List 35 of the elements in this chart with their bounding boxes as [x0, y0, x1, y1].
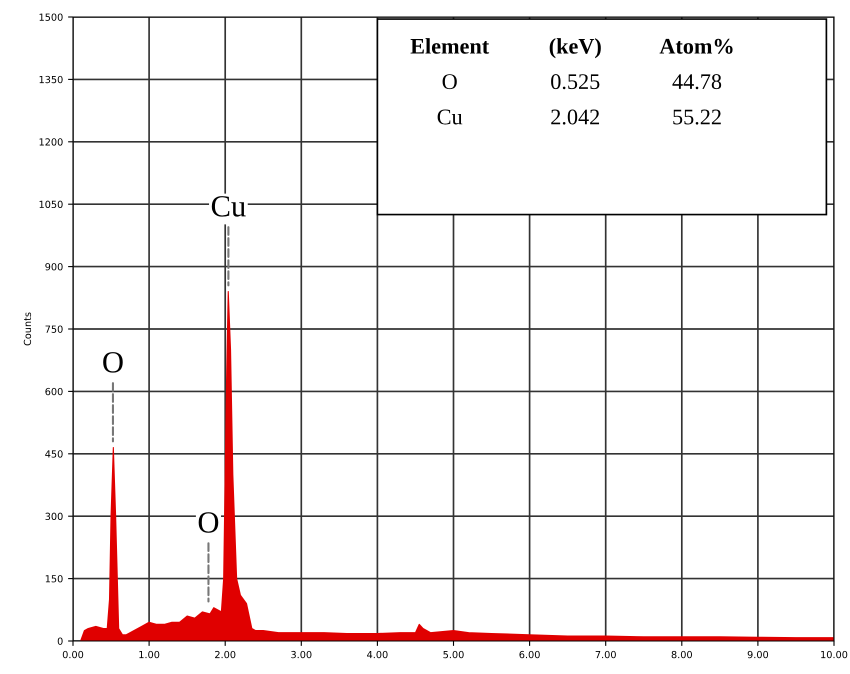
x-tick-label: 0.00	[62, 650, 84, 658]
x-tick-label: 6.00	[519, 650, 540, 658]
annotation: 2.042	[551, 109, 600, 125]
y-tick-label: 900	[45, 263, 63, 270]
annotation: O	[198, 512, 218, 533]
x-tick-label: 8.00	[672, 650, 692, 658]
y-tick-label: 300	[45, 512, 63, 520]
y-tick-label: 1500	[40, 13, 63, 21]
y-tick-label: 1050	[40, 200, 63, 208]
y-tick-label: 1200	[40, 138, 63, 146]
annotation: Cu	[212, 196, 246, 217]
x-tick-label: 5.00	[443, 650, 464, 658]
y-tick-label: 150	[46, 575, 63, 582]
x-tick-label: 1.00	[139, 650, 160, 658]
y-tick-label: 450	[45, 450, 63, 458]
annotation: O	[103, 352, 123, 373]
y-tick-label: 750	[46, 325, 63, 333]
x-tick-label: 9.00	[748, 650, 768, 658]
annotation: Cu	[438, 110, 462, 124]
x-tick-label: 7.00	[596, 650, 616, 658]
annotation: Element	[410, 38, 490, 54]
annotation: Atom%	[660, 38, 733, 54]
y-axis-title: Counts	[24, 312, 32, 346]
y-tick-label: 0	[58, 637, 63, 645]
y-tick-label: 1350	[40, 76, 63, 84]
x-tick-label: 2.00	[215, 650, 236, 658]
annotation: O	[442, 74, 457, 90]
annotation: (keV)	[550, 38, 601, 58]
y-tick-label: 600	[45, 388, 63, 396]
annotation: 55.22	[673, 110, 721, 125]
annotation: 0.525	[551, 74, 600, 90]
x-tick-label: 3.00	[291, 650, 312, 658]
x-tick-label: 10.00	[821, 650, 848, 658]
x-tick-label: 4.00	[367, 650, 388, 658]
annotation: 44.78	[672, 74, 722, 90]
